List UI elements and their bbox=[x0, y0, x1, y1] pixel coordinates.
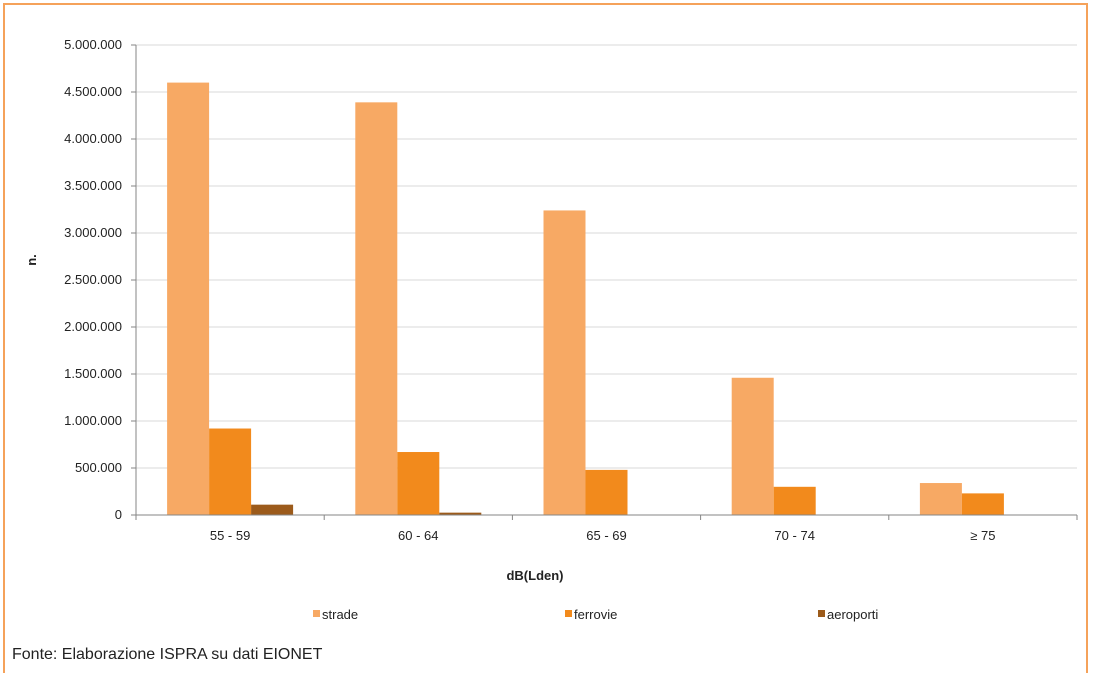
chart-frame bbox=[3, 3, 1088, 673]
axes bbox=[131, 44, 1078, 520]
y-tick-label: 1.000.000 bbox=[64, 413, 122, 428]
y-tick-label: 4.000.000 bbox=[64, 131, 122, 146]
gridlines bbox=[136, 44, 1077, 469]
x-axis-title: dB(Lden) bbox=[506, 568, 563, 583]
bar-ferrovie bbox=[209, 428, 252, 515]
source-note: Fonte: Elaborazione ISPRA su dati EIONET bbox=[12, 646, 323, 663]
bar-strade bbox=[731, 377, 774, 515]
legend: strade ferrovie aeroporti bbox=[313, 607, 878, 622]
bars bbox=[167, 82, 1004, 515]
bar-chart: 0 500.000 1.000.000 1.500.000 2.000.000 2.500… bbox=[24, 37, 1078, 622]
x-tick-label: 70 - 74 bbox=[774, 528, 814, 543]
y-tick-label: 3.000.000 bbox=[64, 225, 122, 240]
bar-aeroporti bbox=[251, 504, 294, 515]
x-tick-label: 65 - 69 bbox=[586, 528, 626, 543]
y-tick-label: 4.500.000 bbox=[64, 84, 122, 99]
y-tick-label: 5.000.000 bbox=[64, 37, 122, 52]
bar-aeroporti bbox=[439, 512, 482, 515]
bar-ferrovie bbox=[397, 452, 440, 515]
y-tick-label: 2.500.000 bbox=[64, 272, 122, 287]
y-tick-label: 2.000.000 bbox=[64, 319, 122, 334]
x-tick-labels: 55 - 59 60 - 64 65 - 69 70 - 74 ≥ 75 bbox=[210, 528, 996, 543]
y-tick-label: 500.000 bbox=[75, 460, 122, 475]
y-tick-label: 1.500.000 bbox=[64, 366, 122, 381]
legend-swatch bbox=[313, 610, 320, 617]
bar-strade bbox=[167, 82, 210, 515]
legend-label: aeroporti bbox=[827, 607, 878, 622]
legend-label: strade bbox=[322, 607, 358, 622]
x-tick-label: 60 - 64 bbox=[398, 528, 438, 543]
bar-ferrovie bbox=[961, 493, 1004, 515]
legend-swatch bbox=[818, 610, 825, 617]
legend-label: ferrovie bbox=[574, 607, 617, 622]
bar-strade bbox=[919, 483, 962, 515]
y-axis-title: n. bbox=[24, 254, 39, 266]
x-tick-label: 55 - 59 bbox=[210, 528, 250, 543]
x-tick-label: ≥ 75 bbox=[970, 528, 995, 543]
y-tick-labels: 0 500.000 1.000.000 1.500.000 2.000.000 2.500… bbox=[64, 37, 122, 522]
bar-ferrovie bbox=[585, 469, 628, 515]
bar-strade bbox=[355, 102, 398, 515]
y-tick-label: 0 bbox=[115, 507, 122, 522]
legend-swatch bbox=[565, 610, 572, 617]
bar-strade bbox=[543, 210, 586, 515]
bar-ferrovie bbox=[773, 486, 816, 515]
y-tick-label: 3.500.000 bbox=[64, 178, 122, 193]
